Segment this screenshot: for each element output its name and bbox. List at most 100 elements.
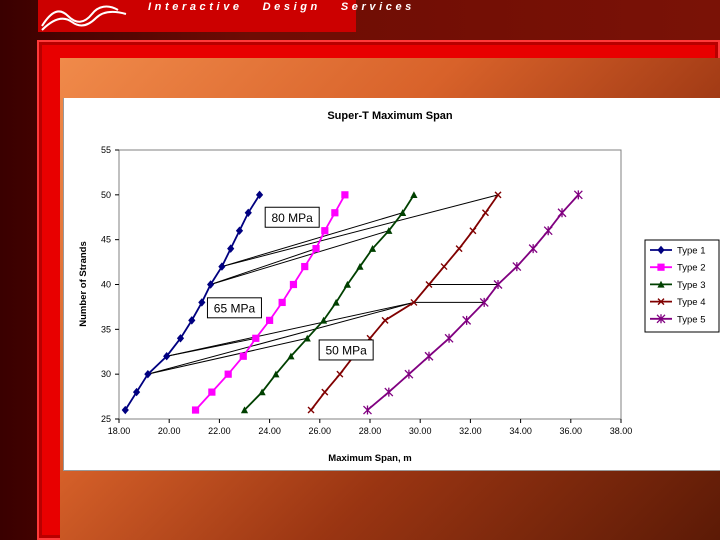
square-marker	[224, 370, 232, 378]
square-marker	[266, 316, 274, 324]
square-marker	[657, 263, 665, 271]
legend-item-4: Type 4	[650, 297, 706, 308]
x-tick-label: 20.00	[158, 426, 181, 436]
legend-label: Type 1	[677, 246, 706, 257]
annotation-label: 50 MPa	[325, 343, 367, 357]
x-tick-label: 38.00	[610, 426, 633, 436]
annotation-box	[264, 206, 320, 228]
triangle-marker	[399, 209, 407, 216]
legend-item-3: Type 3	[650, 280, 706, 291]
triangle-marker	[303, 334, 311, 342]
triangle-marker	[356, 262, 364, 270]
square-marker	[301, 262, 309, 271]
x-tick-label: 28.00	[359, 426, 382, 436]
star-marker	[493, 280, 503, 289]
x-tick-label: 24.00	[258, 426, 281, 436]
diamond-marker	[244, 208, 252, 217]
square-marker	[239, 352, 247, 360]
star-marker	[528, 244, 538, 254]
x-marker	[469, 227, 477, 235]
legend-label: Type 3	[677, 280, 706, 291]
chart-panel: Super-T Maximum Span Number of Strands M…	[63, 98, 720, 471]
x-marker	[481, 209, 489, 217]
legend-label: Type 4	[677, 297, 706, 308]
x-tick-label: 26.00	[309, 426, 332, 436]
legend-item-2: Type 2	[650, 263, 706, 274]
diamond-marker	[657, 245, 665, 255]
connector-line	[210, 248, 317, 285]
star-marker	[543, 226, 553, 236]
diamond-marker	[176, 334, 185, 343]
x-marker	[321, 388, 329, 396]
square-marker	[321, 227, 329, 235]
square-marker	[278, 298, 286, 307]
star-marker	[479, 297, 489, 307]
x-tick-label: 32.00	[459, 426, 482, 436]
series-5	[363, 190, 583, 415]
star-marker	[462, 315, 472, 325]
legend-label: Type 2	[677, 263, 706, 274]
triangle-marker	[368, 245, 377, 252]
x-tick-label: 30.00	[409, 426, 432, 436]
x-marker	[336, 370, 344, 378]
connector-line	[166, 301, 415, 357]
diamond-marker	[227, 244, 235, 253]
company-name: Interactive Design Services	[148, 1, 415, 13]
annotation-label: 80 MPa	[272, 211, 314, 225]
triangle-marker	[343, 280, 352, 288]
connector-line	[147, 301, 415, 375]
x-marker	[410, 298, 418, 306]
square-marker	[252, 334, 260, 342]
star-marker	[557, 208, 567, 218]
wave-logo-icon	[41, 5, 127, 31]
legend-item-1: Type 1	[650, 246, 706, 257]
y-tick-label: 30	[101, 369, 111, 379]
square-marker	[208, 388, 216, 396]
diamond-marker	[218, 262, 226, 271]
y-tick-label: 45	[101, 235, 111, 245]
star-marker	[384, 387, 394, 397]
x-marker	[440, 263, 448, 271]
square-marker	[312, 245, 320, 253]
x-tick-label: 34.00	[509, 426, 532, 436]
y-tick-label: 40	[101, 280, 111, 290]
triangle-marker	[319, 316, 328, 324]
y-tick-label: 50	[101, 190, 111, 200]
y-tick-label: 55	[101, 145, 111, 155]
diamond-marker	[235, 226, 244, 235]
x-tick-label: 36.00	[560, 426, 583, 436]
x-tick-label: 18.00	[108, 426, 131, 436]
triangle-marker	[385, 227, 393, 234]
diamond-marker	[121, 405, 129, 415]
x-marker	[425, 281, 433, 288]
square-marker	[289, 280, 298, 289]
y-tick-label: 35	[101, 324, 111, 334]
square-marker	[191, 406, 200, 414]
triangle-marker	[258, 388, 266, 396]
x-tick-label: 22.00	[208, 426, 231, 436]
annotation-box	[318, 339, 374, 361]
annotation-label: 65 MPa	[214, 301, 256, 315]
x-axis-title: Maximum Span, m	[328, 453, 411, 464]
annotation-box	[206, 297, 262, 319]
triangle-marker	[272, 370, 280, 378]
connector-line	[221, 194, 499, 268]
connector-line	[210, 230, 389, 285]
star-marker	[404, 369, 414, 379]
triangle-marker	[287, 352, 295, 360]
x-marker	[307, 406, 315, 414]
series-2	[191, 191, 349, 414]
plot-area	[118, 149, 622, 420]
diamond-marker	[207, 280, 215, 289]
star-marker	[444, 333, 454, 343]
x-marker	[657, 298, 665, 306]
diamond-marker	[144, 369, 152, 379]
legend-label: Type 5	[677, 314, 706, 325]
triangle-marker	[240, 406, 249, 414]
square-marker	[341, 191, 349, 199]
y-tick-label: 25	[101, 414, 111, 424]
x-marker	[494, 191, 502, 199]
triangle-marker	[332, 298, 340, 306]
y-axis-title: Number of Strands	[78, 241, 89, 327]
diamond-marker	[163, 352, 171, 361]
